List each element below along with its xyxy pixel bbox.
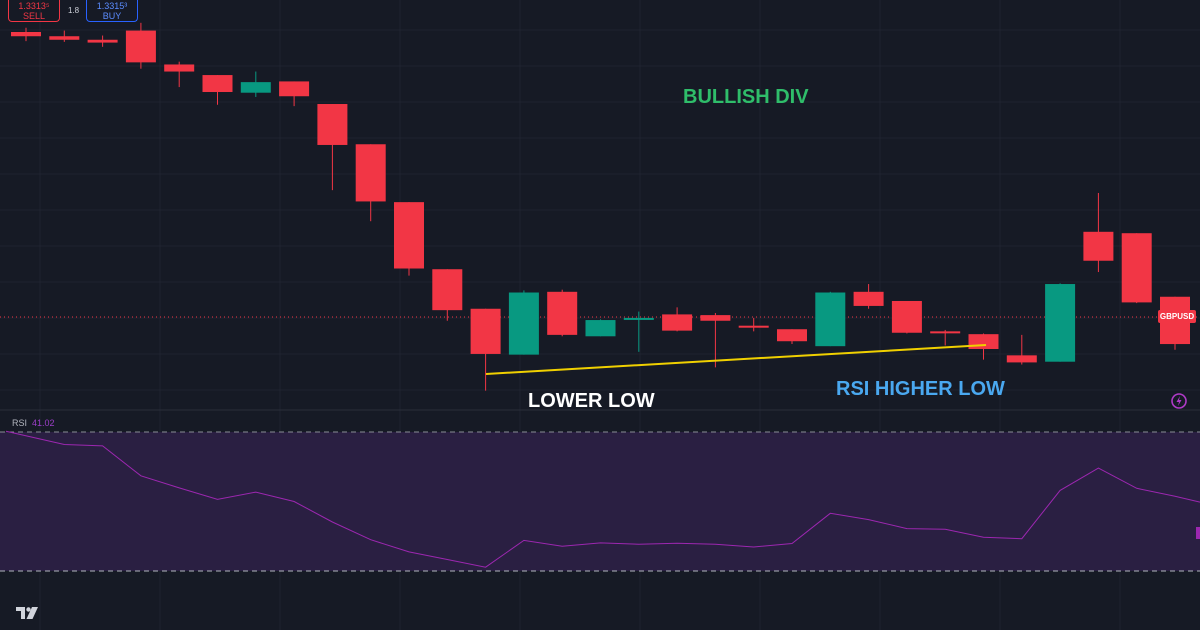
candle-body <box>355 144 386 202</box>
candle-body <box>470 308 501 354</box>
buy-label: BUY <box>102 11 122 21</box>
candle-body <box>623 317 654 320</box>
candle-body <box>547 291 578 335</box>
candle-body <box>432 269 463 311</box>
buy-button[interactable]: 1.3315³ BUY <box>86 0 138 22</box>
candle-body <box>1045 284 1076 362</box>
candle-body <box>891 300 922 333</box>
candle-body <box>700 315 731 321</box>
candle-body <box>1121 233 1152 303</box>
candle-body <box>777 329 807 342</box>
candle-body <box>853 291 884 306</box>
candle-body <box>125 30 156 63</box>
candle-body <box>49 36 80 40</box>
lower-low-annotation: LOWER LOW <box>528 390 655 412</box>
candle-body <box>11 32 41 37</box>
bullish-div-annotation: BULLISH DIV <box>683 86 809 108</box>
rsi-indicator-label[interactable]: RSI <box>12 418 28 428</box>
alert-clock-icon[interactable] <box>1170 392 1188 410</box>
candle-body <box>662 314 693 331</box>
sell-price: 1.3313⁵ <box>18 1 50 11</box>
candle-body <box>968 334 999 349</box>
candle-body <box>1006 355 1037 363</box>
rsi-series <box>5 430 1200 568</box>
candle-body <box>317 104 348 145</box>
sell-button[interactable]: 1.3313⁵ SELL <box>8 0 60 22</box>
candle-body <box>279 81 310 97</box>
candle-body <box>164 64 195 72</box>
buy-price: 1.3315³ <box>96 1 128 11</box>
candle-body <box>240 82 271 93</box>
rsi-band <box>0 432 1200 571</box>
candlestick-series <box>11 22 1190 391</box>
candle-body <box>1083 231 1114 261</box>
sell-label: SELL <box>22 11 46 21</box>
candle-body <box>508 292 539 355</box>
candle-body <box>738 325 769 328</box>
rsi-higher-low-annotation: RSI HIGHER LOW <box>836 378 1005 400</box>
candle-body <box>815 292 846 347</box>
symbol-price-tag: GBPUSD <box>1158 310 1196 323</box>
spread-value: 1.8 <box>68 6 80 15</box>
rsi-indicator-value: 41.02 <box>32 418 55 428</box>
candle-body <box>394 202 424 269</box>
tradingview-logo-icon[interactable] <box>16 606 40 620</box>
rsi-line <box>5 430 1200 568</box>
candle-body <box>585 320 616 337</box>
candle-body <box>202 75 233 93</box>
candle-body <box>930 331 961 334</box>
divergence-trendline <box>485 344 987 375</box>
rsi-price-marker <box>1196 527 1200 539</box>
candle-body <box>87 39 118 43</box>
